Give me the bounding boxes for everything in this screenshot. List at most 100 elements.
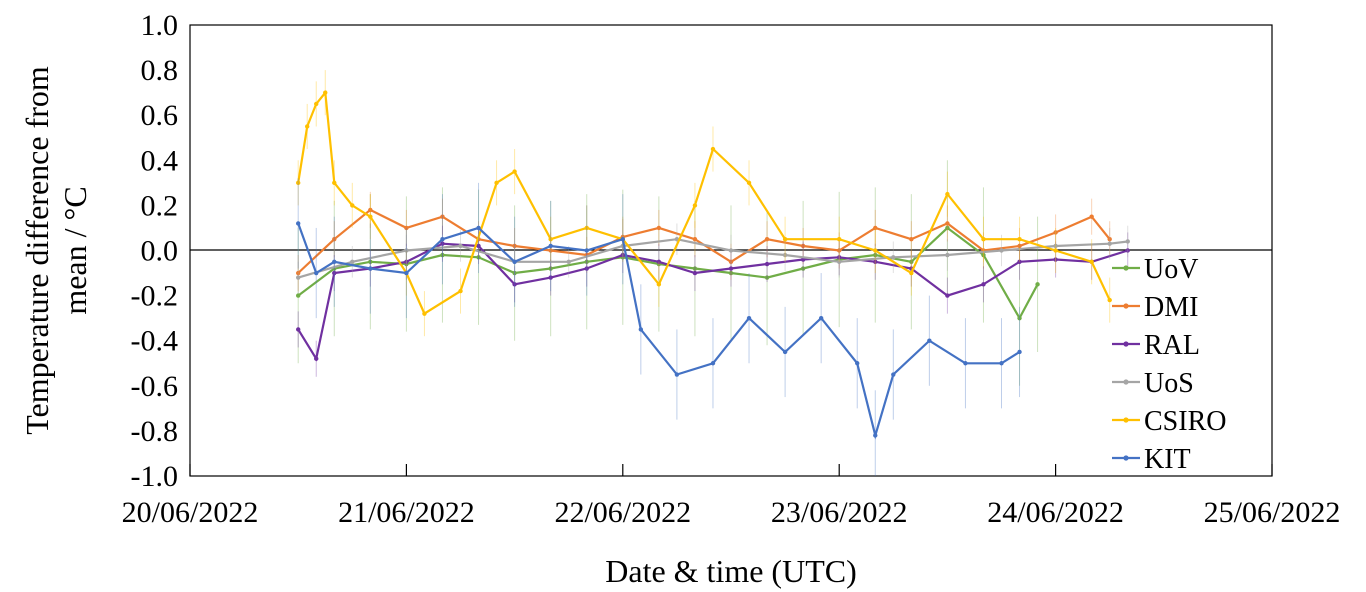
data-point <box>1125 239 1130 244</box>
data-point <box>1107 241 1112 246</box>
data-point <box>764 275 770 280</box>
data-point <box>981 282 986 287</box>
data-point <box>891 255 896 260</box>
data-point <box>404 225 409 231</box>
data-point <box>674 372 680 377</box>
legend-label: KIT <box>1144 444 1191 475</box>
legend-item: DMI <box>1112 292 1198 323</box>
data-point <box>891 372 896 377</box>
data-point <box>656 259 662 264</box>
data-point <box>620 237 625 242</box>
y-axis-title-line: mean / °C <box>57 186 93 314</box>
data-point <box>404 248 409 253</box>
data-point <box>476 255 481 260</box>
data-point <box>1053 257 1058 262</box>
series-line <box>297 223 1021 440</box>
data-point <box>584 266 589 271</box>
data-point <box>1017 349 1022 355</box>
data-point <box>728 266 734 271</box>
data-point <box>927 338 932 343</box>
data-point <box>458 243 463 249</box>
data-point <box>296 270 301 276</box>
data-point <box>782 349 788 355</box>
data-point <box>440 237 445 242</box>
y-tick-label: 0.6 <box>141 99 179 132</box>
data-point <box>1107 297 1112 303</box>
legend-item: UoV <box>1112 254 1198 285</box>
data-point <box>404 270 409 276</box>
data-point <box>800 266 806 271</box>
data-point <box>945 293 950 298</box>
y-tick-label: 1.0 <box>141 9 179 42</box>
x-tick-label: 25/06/2022 <box>1204 496 1341 529</box>
data-point <box>323 90 328 95</box>
data-point <box>909 270 914 276</box>
data-point <box>837 237 842 242</box>
data-point <box>368 207 373 213</box>
data-point <box>638 327 644 332</box>
legend-marker <box>1123 379 1129 385</box>
data-point <box>620 252 625 258</box>
series-layer <box>296 70 1130 476</box>
data-point <box>945 252 950 258</box>
data-point <box>800 243 806 249</box>
legend-marker <box>1123 341 1129 347</box>
data-point <box>656 225 662 231</box>
data-point <box>692 270 698 276</box>
data-point <box>1089 259 1094 264</box>
data-point <box>963 361 968 366</box>
legend-marker <box>1123 455 1129 461</box>
data-point <box>945 221 950 226</box>
legend-label: CSIRO <box>1144 406 1226 437</box>
x-tick-label: 21/06/2022 <box>338 496 475 529</box>
x-tick-label: 24/06/2022 <box>987 496 1124 529</box>
series-uos <box>296 223 1130 294</box>
y-tick-label: -0.8 <box>131 415 179 448</box>
x-tick-label: 22/06/2022 <box>554 496 691 529</box>
legend-label: RAL <box>1144 330 1200 361</box>
data-point <box>332 270 337 276</box>
data-point <box>746 315 752 321</box>
data-point <box>692 237 698 242</box>
data-point <box>404 259 409 264</box>
data-point <box>584 259 589 264</box>
data-point <box>350 259 355 264</box>
series-dmi <box>296 191 1112 292</box>
x-tick-label: 23/06/2022 <box>771 496 908 529</box>
y-tick-label: 0.8 <box>141 54 179 87</box>
data-point <box>1053 243 1058 249</box>
data-point <box>764 237 770 242</box>
y-tick-label: -0.6 <box>131 370 179 403</box>
series-line <box>297 208 1111 274</box>
data-point <box>368 266 373 271</box>
data-point <box>296 327 301 332</box>
data-point <box>999 248 1004 253</box>
x-tick-labels: 20/06/2022 21/06/2022 22/06/2022 23/06/2022… <box>122 496 1341 529</box>
legend-marker <box>1123 303 1129 309</box>
data-point <box>909 259 914 264</box>
y-tick-labels: 1.0 0.8 0.6 0.4 0.2 0.0 -0.2 -0.4 -0.6 -0.8 -1.0 <box>131 9 179 493</box>
legend: UoV DMI RAL UoS CSIRO KIT <box>1112 254 1226 475</box>
data-point <box>656 282 662 287</box>
series-kit <box>296 178 1022 476</box>
data-point <box>999 361 1004 366</box>
data-point <box>728 259 734 264</box>
data-point <box>945 191 950 197</box>
data-point <box>782 237 788 242</box>
data-point <box>314 101 319 107</box>
data-point <box>837 248 842 253</box>
data-point <box>548 275 553 280</box>
data-point <box>873 259 878 264</box>
y-axis-title: Temperature difference frommean / °C <box>19 66 93 435</box>
data-point <box>296 275 301 280</box>
data-point <box>440 252 445 258</box>
x-axis-title: Date & time (UTC) <box>605 553 856 589</box>
data-point <box>945 225 950 231</box>
legend-label: UoS <box>1144 368 1194 399</box>
data-point <box>746 180 752 186</box>
data-point <box>837 259 842 264</box>
data-point <box>855 361 860 366</box>
data-point <box>548 243 553 249</box>
y-axis-title-line: Temperature difference from <box>19 66 55 435</box>
